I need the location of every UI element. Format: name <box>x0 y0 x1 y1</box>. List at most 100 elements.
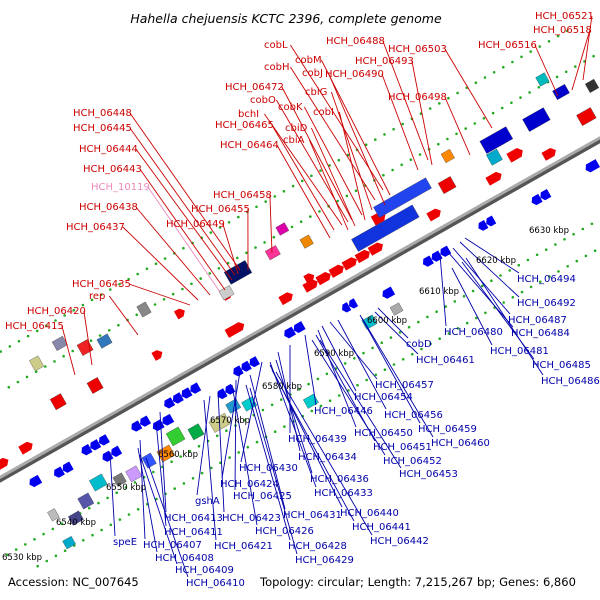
gene-label-hch_06445[interactable]: HCH_06445 <box>73 123 132 134</box>
gene-label-hch_06413[interactable]: HCH_06413 <box>164 513 223 524</box>
gene-label-hch_06498[interactable]: HCH_06498 <box>388 92 447 103</box>
gene-label-hch_06420[interactable]: HCH_06420 <box>27 306 86 317</box>
gene-label-hch_06458[interactable]: HCH_06458 <box>213 190 272 201</box>
gene-label-hch_06465[interactable]: HCH_06465 <box>215 120 274 131</box>
gene-label-hch_06464[interactable]: HCH_06464 <box>220 140 279 151</box>
gene-block <box>165 426 186 447</box>
gene-label-hch_06446[interactable]: HCH_06446 <box>314 406 373 417</box>
gene-label-hch_06503[interactable]: HCH_06503 <box>388 44 447 55</box>
gene-label-hch_06481[interactable]: HCH_06481 <box>490 346 549 357</box>
gene-label-cbid[interactable]: cbiD <box>285 123 308 134</box>
gene-labels: HCH_06521HCH_06518HCH_06516HCH_06503HCH_… <box>5 11 600 589</box>
gene-label-cobl[interactable]: cobL <box>264 40 288 51</box>
gene-label-hch_06430[interactable]: HCH_06430 <box>239 463 298 474</box>
gene-label-hch_06438[interactable]: HCH_06438 <box>79 202 138 213</box>
gene-label-hch_06436[interactable]: HCH_06436 <box>310 474 369 485</box>
gene-label-hch_06480[interactable]: HCH_06480 <box>444 327 503 338</box>
gene-label-hch_06488[interactable]: HCH_06488 <box>326 36 385 47</box>
reverse-gene-arrow <box>164 382 202 409</box>
gene-label-hch_06494[interactable]: HCH_06494 <box>517 274 576 285</box>
gene-label-hch_06484[interactable]: HCH_06484 <box>511 328 570 339</box>
gene-label-rep[interactable]: rep <box>89 291 105 302</box>
gene-block <box>89 473 108 492</box>
gene-label-hch_06461[interactable]: HCH_06461 <box>416 355 475 366</box>
gene-label-hch_06407[interactable]: HCH_06407 <box>143 540 202 551</box>
gene-label-hch_06423[interactable]: HCH_06423 <box>222 513 281 524</box>
gene-label-hch_06454[interactable]: HCH_06454 <box>354 392 413 403</box>
tick-dot <box>217 267 221 270</box>
tick-dot <box>42 532 45 536</box>
gene-label-hch_06429[interactable]: HCH_06429 <box>295 555 354 566</box>
gene-label-hch_06421[interactable]: HCH_06421 <box>214 541 273 552</box>
gene-block <box>47 508 60 522</box>
gene-label-cobi[interactable]: cobI <box>313 107 334 118</box>
gene-label-hch_06410[interactable]: HCH_06410 <box>186 578 245 589</box>
gene-label-hch_06425[interactable]: HCH_06425 <box>233 491 292 502</box>
tick-dot <box>511 296 515 299</box>
gene-label-hch_06411[interactable]: HCH_06411 <box>164 527 223 538</box>
gene-label-hch_06472[interactable]: HCH_06472 <box>225 82 284 93</box>
gene-label-hch_06415[interactable]: HCH_06415 <box>5 321 64 332</box>
scale-label: 6580 kbp <box>262 382 302 392</box>
gene-label-hch_06431[interactable]: HCH_06431 <box>283 510 342 521</box>
tick-dot <box>474 81 478 84</box>
gene-label-cobj[interactable]: cobJ <box>302 68 323 79</box>
tick-dot <box>444 305 448 308</box>
gene-label-hch_06460[interactable]: HCH_06460 <box>431 438 490 449</box>
gene-label-hch_06409[interactable]: HCH_06409 <box>175 565 234 576</box>
gene-label-hch_06487[interactable]: HCH_06487 <box>508 315 567 326</box>
leader-line <box>377 307 409 339</box>
gene-label-hch_06428[interactable]: HCH_06428 <box>288 541 347 552</box>
gene-label-cobd[interactable]: cobD <box>406 339 432 350</box>
gene-label-hch_06448[interactable]: HCH_06448 <box>73 108 132 119</box>
gene-label-hch_06435[interactable]: HCH_06435 <box>72 279 131 290</box>
gene-label-hch_06426[interactable]: HCH_06426 <box>255 526 314 537</box>
gene-label-cbia[interactable]: cbiA <box>283 135 305 146</box>
gene-label-hch_06516[interactable]: HCH_06516 <box>478 40 537 51</box>
gene-label-hch_06434[interactable]: HCH_06434 <box>298 452 357 463</box>
gene-label-hch_06439[interactable]: HCH_06439 <box>288 434 347 445</box>
gene-label-hch_06449[interactable]: HCH_06449 <box>166 219 225 230</box>
gene-label-hch_06437[interactable]: HCH_06437 <box>66 222 125 233</box>
tick-dot <box>298 388 301 391</box>
tick-dot <box>218 226 222 229</box>
gene-label-hch_06492[interactable]: HCH_06492 <box>517 298 576 309</box>
gene-label-cobk[interactable]: cobK <box>278 102 303 113</box>
gene-label-hch_06450[interactable]: HCH_06450 <box>354 428 413 439</box>
gene-label-hch_06452[interactable]: HCH_06452 <box>383 456 442 467</box>
tick-dot <box>45 559 49 563</box>
gene-label-spee[interactable]: speE <box>113 537 137 548</box>
tick-dot <box>392 127 395 131</box>
gene-label-hch_06440[interactable]: HCH_06440 <box>340 508 399 519</box>
gene-label-hch_06518[interactable]: HCH_06518 <box>533 25 592 36</box>
gene-label-hch_06455[interactable]: HCH_06455 <box>191 204 250 215</box>
gene-label-bchi[interactable]: bchI <box>238 109 259 120</box>
gene-label-hch_06490[interactable]: HCH_06490 <box>325 69 384 80</box>
gene-label-hch_10119[interactable]: HCH_10119 <box>91 182 150 193</box>
gene-label-hch_06521[interactable]: HCH_06521 <box>535 11 594 22</box>
gene-label-hch_06441[interactable]: HCH_06441 <box>352 522 411 533</box>
gene-label-cobo[interactable]: cobO <box>250 95 276 106</box>
gene-label-hch_06444[interactable]: HCH_06444 <box>79 144 138 155</box>
gene-label-cobm[interactable]: cobM <box>295 55 322 66</box>
gene-block <box>125 465 143 483</box>
gene-label-hch_06456[interactable]: HCH_06456 <box>384 410 443 421</box>
gene-label-hch_06493[interactable]: HCH_06493 <box>355 56 414 67</box>
gene-label-hch_06424[interactable]: HCH_06424 <box>220 479 279 490</box>
gene-label-hch_06485[interactable]: HCH_06485 <box>532 360 591 371</box>
tick-dot <box>71 349 74 353</box>
gene-label-hch_06486[interactable]: HCH_06486 <box>541 376 600 387</box>
gene-label-hch_06433[interactable]: HCH_06433 <box>314 488 373 499</box>
gene-label-hch_06453[interactable]: HCH_06453 <box>399 469 458 480</box>
gene-label-hch_06442[interactable]: HCH_06442 <box>370 536 429 547</box>
forward-gene-arrow <box>541 148 556 161</box>
gene-label-hch_06459[interactable]: HCH_06459 <box>418 424 477 435</box>
tick-dot <box>228 456 231 459</box>
gene-label-gsha[interactable]: gshA <box>195 496 220 507</box>
gene-label-hch_06451[interactable]: HCH_06451 <box>373 442 432 453</box>
gene-label-hch_06457[interactable]: HCH_06457 <box>375 380 434 391</box>
gene-label-cbig[interactable]: cbiG <box>305 87 327 98</box>
gene-label-hch_06408[interactable]: HCH_06408 <box>155 553 214 564</box>
gene-label-hch_06443[interactable]: HCH_06443 <box>83 164 142 175</box>
gene-label-cobh[interactable]: cobH <box>264 62 289 73</box>
